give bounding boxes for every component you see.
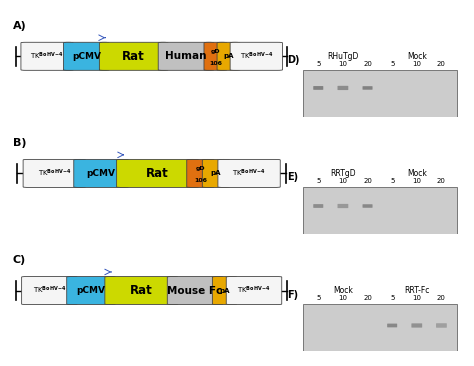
FancyBboxPatch shape xyxy=(230,42,283,70)
FancyBboxPatch shape xyxy=(313,204,323,208)
FancyBboxPatch shape xyxy=(218,160,280,187)
FancyBboxPatch shape xyxy=(158,42,214,70)
Text: 20: 20 xyxy=(437,178,446,184)
Text: TK$^{\mathbf{BoHV\!-\!4}}$: TK$^{\mathbf{BoHV\!-\!4}}$ xyxy=(30,51,64,62)
FancyBboxPatch shape xyxy=(436,323,447,328)
Text: 106: 106 xyxy=(209,61,222,66)
FancyBboxPatch shape xyxy=(363,86,373,90)
Text: 5: 5 xyxy=(316,61,320,67)
FancyBboxPatch shape xyxy=(303,187,457,234)
Text: 20: 20 xyxy=(437,295,446,302)
Text: TK$^{\mathbf{BoHV\!-\!4}}$: TK$^{\mathbf{BoHV\!-\!4}}$ xyxy=(239,51,273,62)
FancyBboxPatch shape xyxy=(337,86,348,90)
Text: F): F) xyxy=(287,290,299,300)
FancyBboxPatch shape xyxy=(411,324,422,328)
Text: 5: 5 xyxy=(316,295,320,302)
Text: pA: pA xyxy=(219,288,230,294)
Text: Human: Human xyxy=(165,51,207,61)
FancyBboxPatch shape xyxy=(64,42,109,70)
FancyBboxPatch shape xyxy=(226,277,282,305)
Text: 10: 10 xyxy=(412,178,421,184)
Text: pCMV: pCMV xyxy=(72,52,101,61)
Text: pCMV: pCMV xyxy=(76,286,106,295)
FancyBboxPatch shape xyxy=(117,160,199,187)
FancyBboxPatch shape xyxy=(21,42,73,70)
FancyBboxPatch shape xyxy=(67,277,115,305)
Text: C): C) xyxy=(13,255,26,265)
Text: 10: 10 xyxy=(338,61,347,67)
FancyBboxPatch shape xyxy=(167,277,223,305)
FancyBboxPatch shape xyxy=(303,70,457,117)
Text: 5: 5 xyxy=(390,61,394,67)
FancyBboxPatch shape xyxy=(202,160,229,187)
Text: pA: pA xyxy=(223,53,234,59)
Text: 5: 5 xyxy=(316,178,320,184)
Text: TK$^{\mathbf{BoHV\!-\!4}}$: TK$^{\mathbf{BoHV\!-\!4}}$ xyxy=(237,285,271,296)
Text: 10: 10 xyxy=(338,295,347,302)
Text: 20: 20 xyxy=(363,178,372,184)
Text: Mock: Mock xyxy=(333,286,353,295)
Text: 10: 10 xyxy=(412,61,421,67)
Text: 5: 5 xyxy=(390,178,394,184)
FancyBboxPatch shape xyxy=(337,204,348,208)
Text: 20: 20 xyxy=(437,61,446,67)
FancyBboxPatch shape xyxy=(100,42,168,70)
Text: 106: 106 xyxy=(194,178,207,183)
FancyBboxPatch shape xyxy=(217,42,240,70)
Text: RRT-Fc: RRT-Fc xyxy=(404,286,429,295)
Text: 20: 20 xyxy=(363,295,372,302)
Text: Rat: Rat xyxy=(130,284,153,297)
Text: RHuTgD: RHuTgD xyxy=(327,52,359,61)
Text: B): B) xyxy=(13,138,27,148)
FancyBboxPatch shape xyxy=(23,160,85,187)
FancyBboxPatch shape xyxy=(363,204,373,208)
FancyBboxPatch shape xyxy=(204,42,227,70)
FancyBboxPatch shape xyxy=(387,324,397,327)
Text: TK$^{\mathbf{BoHV\!-\!4}}$: TK$^{\mathbf{BoHV\!-\!4}}$ xyxy=(232,168,266,179)
Text: gD: gD xyxy=(210,49,220,54)
FancyBboxPatch shape xyxy=(212,277,237,305)
Text: RRTgD: RRTgD xyxy=(330,169,356,178)
FancyBboxPatch shape xyxy=(187,160,214,187)
Text: 10: 10 xyxy=(412,295,421,302)
Text: A): A) xyxy=(13,21,27,31)
FancyBboxPatch shape xyxy=(22,277,77,305)
Text: Mock: Mock xyxy=(407,169,427,178)
FancyBboxPatch shape xyxy=(105,277,178,305)
FancyBboxPatch shape xyxy=(313,86,323,90)
Text: TK$^{\mathbf{BoHV\!-\!4}}$: TK$^{\mathbf{BoHV\!-\!4}}$ xyxy=(37,168,71,179)
Text: 5: 5 xyxy=(390,295,394,302)
Text: TK$^{\mathbf{BoHV\!-\!4}}$: TK$^{\mathbf{BoHV\!-\!4}}$ xyxy=(33,285,66,296)
Text: Rat: Rat xyxy=(146,167,169,180)
Text: pA: pA xyxy=(211,171,221,176)
Text: Rat: Rat xyxy=(122,50,145,63)
FancyBboxPatch shape xyxy=(303,304,457,351)
Text: Mouse Fc: Mouse Fc xyxy=(167,285,223,296)
Text: Mock: Mock xyxy=(407,52,427,61)
FancyBboxPatch shape xyxy=(74,160,128,187)
Text: 20: 20 xyxy=(363,61,372,67)
Text: pCMV: pCMV xyxy=(87,169,116,178)
Text: E): E) xyxy=(287,172,299,183)
Text: 10: 10 xyxy=(338,178,347,184)
Text: D): D) xyxy=(287,55,300,66)
Text: gD: gD xyxy=(196,166,205,171)
